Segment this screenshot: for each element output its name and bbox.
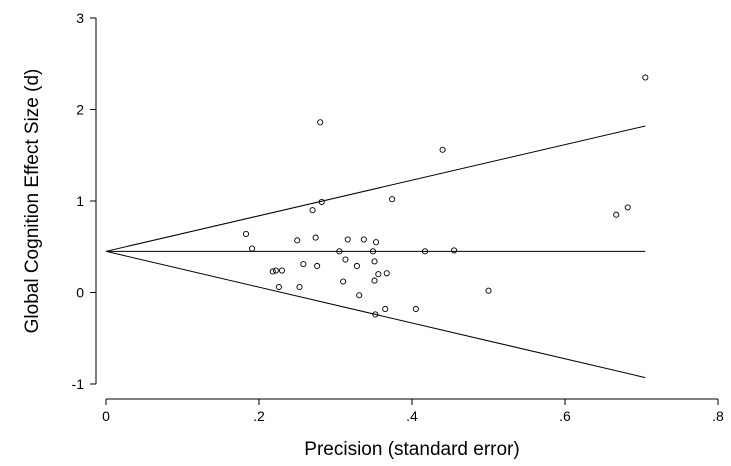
data-point [278, 267, 286, 274]
data-point [451, 247, 458, 254]
data-point [371, 258, 378, 265]
data-point [375, 271, 382, 278]
data-point [300, 261, 307, 268]
y-tick-label: 2 [76, 102, 84, 118]
x-tick-label: .8 [712, 408, 724, 424]
y-tick-label: 3 [76, 10, 84, 26]
data-point [269, 268, 276, 275]
data-point [642, 74, 649, 81]
data-point [369, 248, 377, 255]
y-tick-label: 0 [76, 285, 84, 301]
data-point [372, 311, 379, 318]
data-point [412, 305, 419, 313]
data-point [371, 277, 378, 284]
data-point [624, 204, 631, 211]
y-ticks: -1 0 1 2 3 [72, 10, 96, 392]
data-point [485, 287, 492, 294]
y-axis-title: Global Cognition Effect Size (d) [22, 69, 43, 334]
data-point [317, 119, 324, 126]
data-point [294, 237, 301, 244]
data-point [372, 239, 380, 246]
data-point [249, 245, 256, 252]
data-point [383, 270, 390, 277]
plot-area [105, 74, 649, 379]
data-point [275, 283, 282, 291]
data-point [314, 262, 321, 270]
data-point [421, 248, 429, 255]
data-point [272, 267, 279, 274]
data-point [360, 236, 367, 243]
x-tick-label: .4 [406, 408, 418, 424]
data-point [389, 196, 396, 203]
data-point [340, 278, 347, 285]
data-point [356, 292, 363, 299]
data-point [344, 236, 351, 243]
x-ticks: 0 .2 .4 .6 .8 [102, 399, 724, 424]
data-point [296, 283, 303, 291]
data-point [318, 198, 325, 205]
y-tick-label: -1 [72, 376, 85, 392]
data-point [439, 146, 446, 153]
y-tick-label: 1 [76, 193, 84, 209]
x-tick-label: .6 [559, 408, 571, 424]
data-point [309, 207, 316, 214]
x-axis-title: Precision (standard error) [304, 439, 519, 460]
upper-confidence-line [105, 125, 646, 252]
data-point [382, 305, 389, 313]
axes: -1 0 1 2 3 0 .2 .4 .6 .8 [72, 10, 724, 424]
data-point [613, 211, 620, 218]
data-point [312, 234, 319, 241]
x-tick-label: 0 [102, 408, 110, 424]
data-point [242, 230, 250, 237]
data-point [353, 262, 360, 270]
x-tick-label: .2 [253, 408, 265, 424]
data-point [336, 248, 343, 255]
lower-confidence-line [105, 250, 646, 379]
data-point [342, 256, 349, 263]
